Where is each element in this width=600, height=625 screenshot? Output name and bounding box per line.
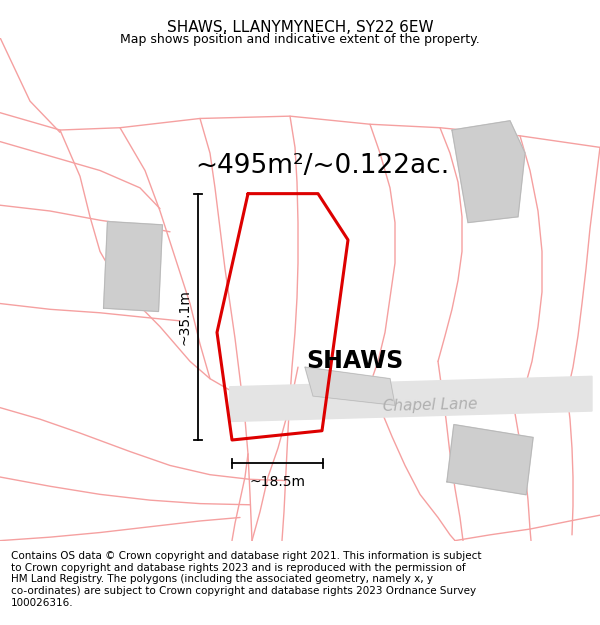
Text: Chapel Lane: Chapel Lane (383, 397, 478, 414)
Polygon shape (447, 424, 533, 495)
Text: Contains OS data © Crown copyright and database right 2021. This information is : Contains OS data © Crown copyright and d… (11, 551, 481, 608)
Text: ~495m²/~0.122ac.: ~495m²/~0.122ac. (195, 153, 449, 179)
Text: ~18.5m: ~18.5m (250, 475, 305, 489)
Polygon shape (230, 376, 592, 421)
Text: ~35.1m: ~35.1m (178, 289, 192, 345)
Text: SHAWS: SHAWS (307, 349, 404, 373)
Polygon shape (305, 367, 395, 405)
Polygon shape (452, 121, 525, 222)
Polygon shape (104, 221, 163, 311)
Text: Map shows position and indicative extent of the property.: Map shows position and indicative extent… (120, 32, 480, 46)
Text: SHAWS, LLANYMYNECH, SY22 6EW: SHAWS, LLANYMYNECH, SY22 6EW (167, 20, 433, 35)
